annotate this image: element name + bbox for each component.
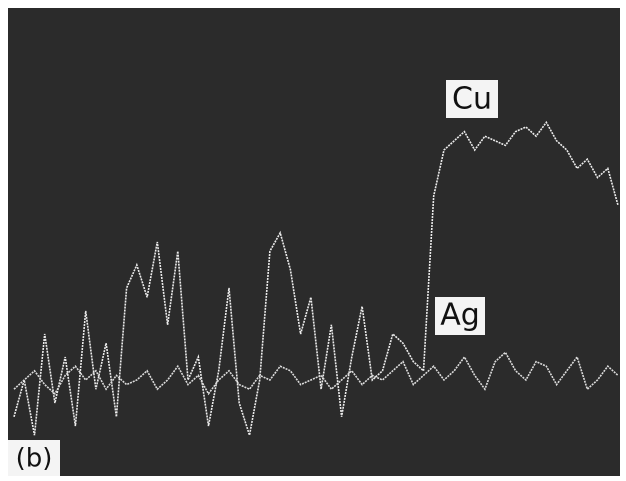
panel-label: (b)	[16, 444, 53, 474]
series-label: Cu	[452, 82, 492, 117]
series-label: Ag	[440, 298, 480, 333]
scope-screen	[8, 8, 620, 476]
figure: Cu Ag (b)	[0, 0, 626, 481]
